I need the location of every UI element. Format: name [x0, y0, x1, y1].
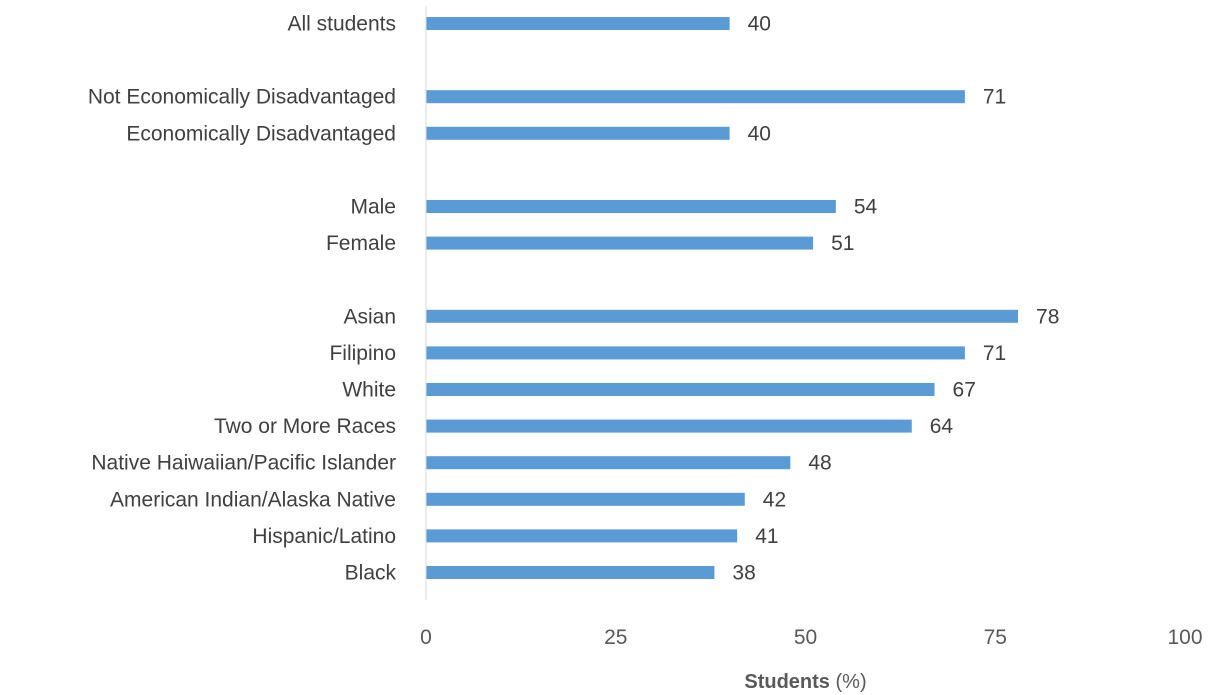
category-label-male: Male: [350, 196, 396, 219]
value-label-two-or-more-races: 64: [930, 415, 954, 438]
value-label-male: 54: [854, 196, 878, 219]
bar-economically-disadvantaged: [426, 126, 730, 140]
bar-asian: [426, 309, 1019, 323]
category-label-two-or-more-races: Two or More Races: [214, 415, 396, 438]
category-label-filipino: Filipino: [329, 342, 396, 365]
x-axis-title-unit: (%): [830, 671, 867, 693]
x-tick-0: 0: [420, 626, 432, 649]
value-label-native-haiwaiian-pacific-islander: 48: [808, 452, 831, 475]
bar-native-haiwaiian-pacific-islander: [426, 456, 791, 470]
category-label-all-students: All students: [287, 13, 396, 36]
category-labels: All students Not Economically Disadvantag…: [88, 13, 397, 585]
category-label-native-haiwaiian-pacific-islander: Native Haiwaiian/Pacific Islander: [91, 452, 396, 475]
bar-male: [426, 200, 836, 213]
bar-not-economically-disadvantaged: [426, 90, 965, 104]
category-label-not-economically-disadvantaged: Not Economically Disadvantaged: [88, 86, 396, 109]
value-label-hispanic-latino: 41: [755, 525, 778, 548]
x-tick-labels: 0 25 50 75 100: [420, 626, 1202, 649]
bar-black: [426, 566, 715, 579]
category-label-american-indian-alaska-native: American Indian/Alaska Native: [110, 488, 396, 511]
value-label-female: 51: [831, 232, 854, 255]
bar-filipino: [426, 346, 965, 360]
value-label-white: 67: [953, 379, 976, 402]
category-label-economically-disadvantaged: Economically Disadvantaged: [126, 122, 396, 145]
value-label-american-indian-alaska-native: 42: [763, 488, 786, 511]
bar-two-or-more-races: [426, 419, 912, 433]
value-label-all-students: 40: [748, 13, 771, 36]
category-label-female: Female: [326, 232, 396, 255]
value-label-economically-disadvantaged: 40: [748, 122, 771, 145]
category-label-black: Black: [345, 562, 397, 585]
x-tick-50: 50: [794, 626, 817, 649]
bar-white: [426, 383, 935, 396]
value-label-asian: 78: [1036, 305, 1059, 328]
bar-all-students: [426, 17, 730, 30]
category-label-hispanic-latino: Hispanic/Latino: [252, 525, 396, 548]
bar-female: [426, 236, 814, 250]
bar-american-indian-alaska-native: [426, 492, 745, 506]
bar-hispanic-latino: [426, 529, 738, 543]
value-label-black: 38: [732, 562, 755, 585]
category-label-asian: Asian: [343, 305, 396, 328]
x-tick-100: 100: [1167, 626, 1202, 649]
value-label-filipino: 71: [983, 342, 1006, 365]
category-label-white: White: [342, 379, 396, 402]
bars-group: [426, 17, 1019, 579]
x-tick-75: 75: [984, 626, 1007, 649]
value-label-not-economically-disadvantaged: 71: [983, 86, 1006, 109]
x-axis-title: Students (%): [744, 671, 866, 693]
x-tick-25: 25: [604, 626, 627, 649]
x-axis-title-bold: Students: [744, 671, 830, 693]
